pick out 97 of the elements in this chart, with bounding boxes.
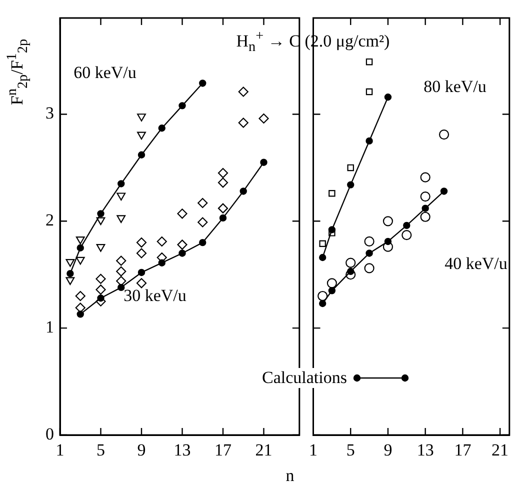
- point: [96, 217, 106, 226]
- point: [347, 181, 354, 188]
- annotation: 80 keV/u: [422, 77, 488, 97]
- point: [347, 268, 354, 276]
- point: [158, 124, 166, 132]
- x-tick-label: 13: [174, 440, 191, 460]
- point: [97, 210, 104, 218]
- point: [118, 284, 125, 292]
- x-tick-label: 21: [255, 440, 272, 460]
- point: [118, 180, 125, 188]
- point: [328, 226, 336, 234]
- point: [364, 263, 374, 274]
- point: [328, 190, 336, 197]
- point: [366, 88, 373, 96]
- point: [137, 114, 146, 122]
- x-tick-label: 13: [416, 440, 434, 460]
- y-tick-label: 1: [46, 318, 54, 337]
- point: [238, 118, 248, 128]
- point: [420, 172, 430, 182]
- point: [318, 254, 326, 262]
- x-tick-label: 1: [309, 440, 318, 460]
- point: [402, 230, 412, 240]
- point: [238, 86, 248, 97]
- point: [364, 236, 374, 247]
- point: [116, 192, 126, 201]
- point: [422, 204, 429, 212]
- point: [382, 216, 394, 226]
- x-tick-label: 5: [346, 440, 355, 460]
- point: [76, 256, 85, 265]
- x-tick-label: 5: [96, 440, 105, 460]
- point: [116, 215, 126, 223]
- y-tick-label: 3: [46, 104, 54, 123]
- point: [96, 274, 106, 284]
- point: [240, 188, 247, 195]
- point: [346, 258, 356, 268]
- point: [66, 258, 75, 267]
- point: [66, 270, 74, 278]
- point: [366, 58, 373, 66]
- point: [136, 248, 147, 258]
- point: [178, 102, 186, 110]
- point: [96, 244, 106, 252]
- point: [366, 137, 373, 145]
- x-tick-label: 17: [454, 440, 472, 460]
- point: [218, 168, 228, 178]
- point: [178, 250, 186, 257]
- point: [116, 266, 126, 276]
- point: [219, 214, 227, 222]
- point: [177, 240, 188, 250]
- point: [96, 284, 106, 295]
- point: [198, 198, 208, 208]
- y-tick-label: 2: [46, 210, 54, 230]
- point: [136, 278, 147, 288]
- point: [420, 212, 430, 222]
- point: [440, 188, 448, 195]
- point: [66, 277, 75, 286]
- point: [384, 94, 392, 101]
- point: [326, 278, 337, 288]
- point: [97, 294, 104, 302]
- y-tick-label: 0: [46, 424, 54, 444]
- x-tick-label: 9: [137, 440, 146, 460]
- point: [438, 129, 450, 140]
- annotation: 30 keV/u: [122, 286, 188, 306]
- point: [258, 113, 269, 124]
- point: [218, 178, 228, 188]
- point: [137, 132, 146, 140]
- point: [136, 237, 147, 248]
- point: [347, 164, 354, 172]
- point: [156, 236, 167, 247]
- point: [199, 80, 206, 87]
- point: [366, 250, 373, 257]
- point: [76, 236, 85, 244]
- x-tick-label: 17: [214, 440, 232, 460]
- point: [260, 158, 268, 166]
- x-tick-label: 21: [492, 440, 509, 460]
- point: [198, 217, 208, 228]
- point: [138, 151, 146, 158]
- point: [177, 208, 188, 219]
- point: [384, 238, 392, 246]
- point: [138, 268, 146, 276]
- point: [158, 259, 166, 266]
- x-tick-label: 9: [384, 440, 392, 460]
- point: [318, 300, 326, 308]
- point: [116, 256, 126, 266]
- point: [319, 240, 326, 247]
- point: [75, 290, 86, 302]
- point: [218, 203, 228, 214]
- point: [328, 287, 336, 294]
- point: [76, 244, 84, 252]
- x-axis-title: n: [284, 466, 296, 486]
- point: [403, 222, 410, 230]
- point: [76, 310, 84, 318]
- point: [199, 238, 206, 246]
- legend-label: Calculations: [262, 368, 347, 388]
- point: [75, 302, 86, 313]
- annotation: 60 keV/u: [72, 63, 138, 83]
- point: [420, 192, 430, 202]
- annotation: 40 keV/u: [444, 254, 508, 274]
